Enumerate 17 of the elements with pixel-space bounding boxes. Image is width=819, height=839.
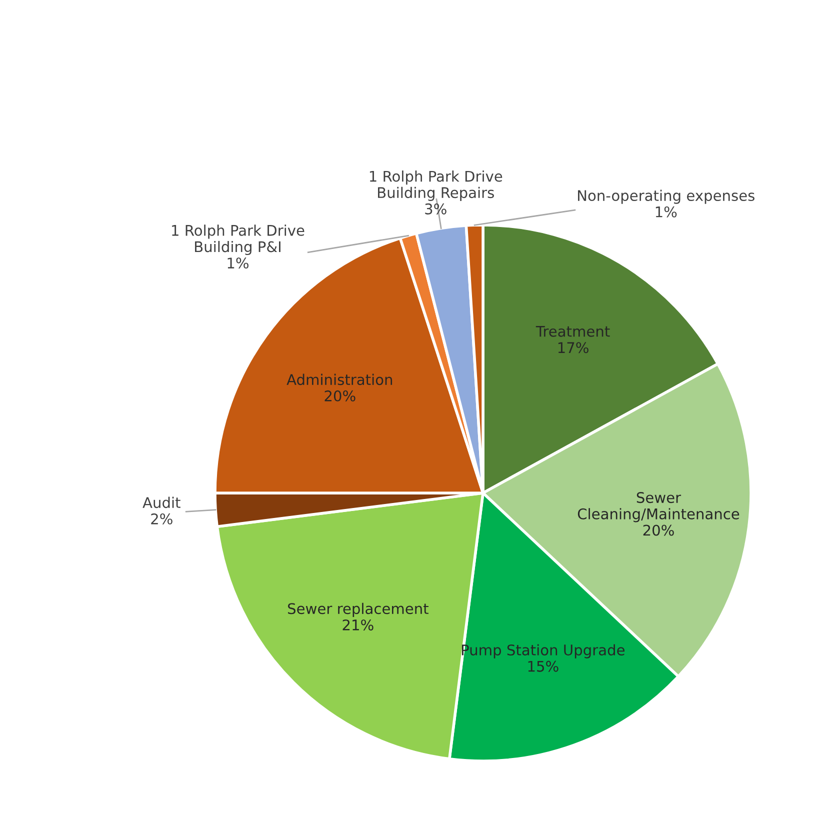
data-label: 1% bbox=[228, 258, 248, 269]
slice-label: Sewer Cleaning/Maintenance bbox=[578, 492, 740, 522]
slice-label: Treatment bbox=[536, 326, 610, 337]
slice-label: 1 Rolph Park Drive Building Repairs bbox=[370, 170, 502, 201]
slice-label: Audit bbox=[142, 496, 180, 508]
data-label: 15% bbox=[528, 660, 558, 672]
data-label: 21% bbox=[342, 619, 374, 630]
data-label: 17% bbox=[558, 342, 588, 354]
slice-label: Administration bbox=[286, 374, 392, 386]
slice-label: 1 Rolph Park Drive Building P&I bbox=[172, 224, 304, 256]
data-label: 3% bbox=[425, 203, 446, 214]
data-label: 1% bbox=[656, 206, 677, 218]
slice-label: Non-operating expenses bbox=[578, 190, 754, 204]
slice-label: Sewer replacement bbox=[288, 602, 428, 617]
data-label: 20% bbox=[324, 390, 356, 402]
data-label: 20% bbox=[643, 524, 674, 536]
data-label: 2% bbox=[151, 513, 172, 524]
